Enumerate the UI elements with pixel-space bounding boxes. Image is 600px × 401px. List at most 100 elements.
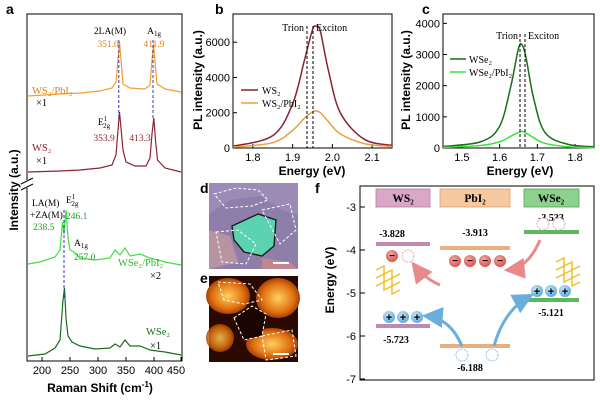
panel-e-letter: e	[200, 270, 208, 286]
panel-d: d	[200, 180, 298, 269]
ann-e12g: E1 2g	[98, 115, 111, 130]
ytick-label: 6000	[206, 37, 230, 49]
ann-e12g-wse2-value: 246.1	[66, 212, 88, 222]
pbi2-electrons: − − − −	[449, 255, 506, 267]
hole-sign: +	[386, 312, 392, 324]
legend-wse2: WSe₂	[469, 55, 492, 66]
pl-bright-region	[206, 278, 250, 314]
wse2-vb-level	[524, 298, 579, 302]
ann-a1g-wse2: A1g	[74, 239, 88, 250]
panel-c-letter: c	[422, 1, 430, 17]
electron-transfer-arrow	[411, 261, 441, 287]
spectrum-wse2	[27, 287, 182, 357]
panel-a-xticks: 200 250 300 350 400 450	[33, 357, 185, 377]
xtick-label: 1.7	[530, 152, 545, 164]
ann-2la-value: 351.0	[97, 40, 119, 50]
scale-bar	[273, 262, 289, 264]
ytick: -6	[346, 331, 356, 343]
pl-series-pristine	[232, 25, 393, 147]
electron	[449, 255, 461, 267]
panel-f-letter: f	[315, 180, 320, 196]
panel-c-xlabel: Energy (eV)	[487, 164, 554, 178]
wse2-vb-value: -5.121	[538, 308, 564, 319]
panel-b-letter: b	[215, 1, 224, 17]
ann-2la: 2LA(M)	[94, 26, 126, 37]
xtick: 450	[167, 365, 185, 377]
ann-la-za: LA(M)	[32, 198, 59, 209]
ytick-label: 0	[434, 143, 440, 155]
xtick: 200	[33, 365, 51, 377]
ws2-cb-level	[376, 242, 430, 246]
ytick-label: 2000	[206, 108, 230, 120]
electron	[494, 255, 506, 267]
panel-f-yticks: -3 -4 -5 -6 -7	[346, 202, 365, 386]
label-ws2: WS₂	[32, 143, 52, 154]
pl-bright-region	[256, 278, 300, 318]
wse2-holes: + + +	[531, 285, 571, 298]
light-excitation-icon	[375, 264, 401, 296]
pbi2-region	[209, 230, 238, 269]
pl-series-heterostructure	[232, 110, 393, 148]
legend-ws2-pbi2: WS₂/PbI₂	[262, 99, 301, 110]
trion-label: Trion	[282, 23, 304, 34]
wse2-flake	[231, 213, 277, 257]
axis-break-mark-top	[20, 177, 34, 185]
header-ws2	[375, 188, 431, 208]
pbi2-vb-value: -6.188	[457, 363, 483, 374]
electron	[464, 255, 476, 267]
ws2-vb-value: -5.723	[383, 335, 409, 346]
label-wse2-pbi2: WSe₂/PbI₂	[118, 258, 164, 269]
ann-e12g-value: 353.9	[93, 134, 115, 144]
panel-d-letter: d	[200, 180, 209, 196]
pl-series-heterostructure	[442, 130, 595, 149]
legend-wse2-pbi2: WSe₂/PbI₂	[469, 68, 512, 79]
flake-outline	[261, 203, 297, 245]
scale-bar	[273, 353, 289, 355]
spectrum-ws2	[27, 111, 182, 173]
xtick: 350	[117, 365, 135, 377]
ann-a1g-wse2-value: 257.0	[74, 253, 96, 263]
hole-sign: +	[534, 286, 540, 298]
panel-a-ylabel: Intensity (a.u.)	[7, 149, 21, 230]
ann-a1g-value: 411.9	[143, 40, 164, 50]
ytick-label: 4000	[416, 18, 440, 30]
panel-b-ticks: 1.8 1.9 2.0 2.1 0 2000 4000 6000	[206, 37, 380, 164]
light-excitation-icon	[555, 256, 581, 288]
electron-transfer-arrow	[503, 239, 542, 279]
electron-sign: −	[452, 256, 458, 267]
hole-transfer-arrow	[492, 294, 534, 347]
legend-ws2: WS₂	[262, 86, 281, 97]
scale-ws2: ×1	[36, 156, 47, 167]
panel-e: e	[200, 270, 300, 362]
panel-a-letter: a	[6, 1, 14, 17]
hole	[559, 285, 571, 297]
panel-f-ylabel: Energy (eV)	[323, 247, 337, 314]
hole-sign: +	[414, 312, 420, 324]
hole-sign: +	[400, 312, 406, 324]
ytick-label: 4000	[206, 72, 230, 84]
electron-sign: −	[389, 251, 395, 262]
hole	[397, 311, 409, 323]
scale-wse2-pbi2: ×2	[150, 271, 161, 282]
scale-wse2: ×1	[150, 341, 161, 352]
electron-vacancy	[536, 217, 550, 231]
header-pbi2-label: PbI₂	[464, 193, 486, 205]
hole	[383, 311, 395, 323]
hole-vacancy	[455, 348, 469, 362]
panel-b-xlabel: Energy (eV)	[279, 164, 346, 178]
panel-c-frame	[442, 13, 595, 149]
electron	[479, 255, 491, 267]
panel-b: b PL intensity (a.u.) Energy (eV) 1.8 1.9…	[191, 1, 393, 178]
wse2-cb-value: -3.533	[538, 213, 564, 224]
ytick: -4	[346, 245, 356, 257]
pbi2-cb-level	[440, 246, 510, 250]
panel-c-ticks: 1.5 1.6 1.7 1.8 0 1000 2000 3000 4000	[416, 18, 583, 164]
xtick-label: 1.5	[454, 152, 469, 164]
header-pbi2	[439, 188, 511, 208]
hole	[531, 285, 543, 297]
flake-outline	[217, 281, 263, 305]
header-ws2-label: WS₂	[392, 193, 414, 205]
label-wse2: WSe₂	[146, 327, 170, 338]
flake-outline	[213, 187, 269, 209]
